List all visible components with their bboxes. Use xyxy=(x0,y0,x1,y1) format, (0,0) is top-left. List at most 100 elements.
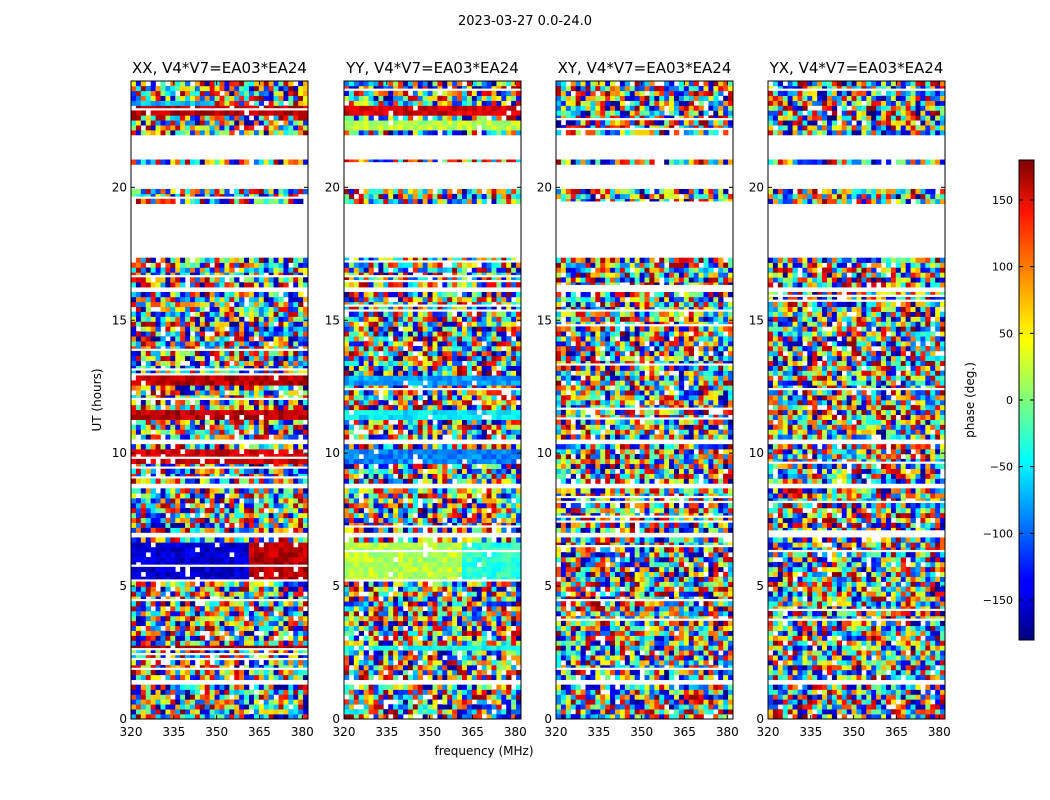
cell xyxy=(180,341,186,347)
cell xyxy=(131,100,137,106)
cell xyxy=(155,130,161,136)
cell xyxy=(466,547,473,550)
cell xyxy=(511,709,517,715)
cell xyxy=(298,463,304,467)
cell xyxy=(239,566,245,573)
cell xyxy=(140,350,147,357)
cell xyxy=(155,611,161,617)
cell xyxy=(190,473,196,477)
cell xyxy=(214,90,220,97)
cell xyxy=(140,370,147,374)
cell xyxy=(204,262,210,268)
cell xyxy=(373,566,379,573)
cell xyxy=(190,419,196,425)
cell xyxy=(239,370,245,374)
cell xyxy=(263,503,269,509)
cell xyxy=(358,709,364,715)
cell xyxy=(234,326,240,332)
cell xyxy=(190,581,196,587)
cell xyxy=(155,493,161,499)
cell xyxy=(288,620,294,627)
cell xyxy=(447,537,453,543)
cell xyxy=(160,552,166,558)
cell xyxy=(278,596,284,600)
cell xyxy=(249,400,255,406)
cell xyxy=(268,257,274,263)
cell xyxy=(268,292,274,298)
cell xyxy=(457,640,463,646)
cell xyxy=(214,650,220,653)
cell xyxy=(214,355,220,362)
cell xyxy=(204,512,210,519)
cell xyxy=(283,120,289,126)
cell xyxy=(298,669,304,676)
cell xyxy=(185,81,191,87)
cell xyxy=(348,507,355,514)
cell xyxy=(180,522,186,528)
cell xyxy=(180,517,186,523)
cell xyxy=(278,552,284,558)
cell xyxy=(199,444,206,450)
cell xyxy=(204,159,210,165)
cell xyxy=(165,350,171,357)
cell xyxy=(140,478,147,484)
cell xyxy=(263,429,269,435)
cell xyxy=(140,473,147,477)
cell xyxy=(140,120,147,126)
cell xyxy=(278,522,284,528)
cell xyxy=(219,257,225,263)
cell xyxy=(155,552,161,558)
cell xyxy=(160,85,166,92)
cell xyxy=(422,714,428,720)
cell xyxy=(155,522,161,528)
cell xyxy=(288,360,294,366)
cell xyxy=(224,527,230,533)
cell xyxy=(190,635,196,641)
cell xyxy=(288,198,294,204)
cell xyxy=(353,507,360,514)
cell xyxy=(229,277,235,283)
cell xyxy=(442,522,448,526)
cell xyxy=(447,709,453,715)
cell xyxy=(462,660,468,666)
cell xyxy=(283,512,289,519)
cell xyxy=(180,85,186,92)
cell xyxy=(224,615,230,622)
cell xyxy=(239,704,245,710)
cell xyxy=(135,542,142,548)
cell xyxy=(199,120,206,126)
cell xyxy=(437,714,443,720)
cell xyxy=(234,90,240,97)
cell xyxy=(219,674,225,681)
cell xyxy=(145,188,151,195)
cell xyxy=(150,90,156,97)
cell xyxy=(353,625,360,631)
cell xyxy=(229,566,235,573)
cell xyxy=(145,512,151,519)
cell xyxy=(229,400,235,406)
cell xyxy=(131,321,137,327)
cell xyxy=(288,650,294,653)
cell xyxy=(268,503,274,509)
cell xyxy=(180,635,186,641)
cell xyxy=(190,370,196,374)
cell xyxy=(140,665,147,668)
cell xyxy=(155,385,161,391)
cell xyxy=(249,645,255,649)
cell xyxy=(511,571,517,577)
cell xyxy=(278,527,284,533)
cell xyxy=(209,473,215,477)
cell xyxy=(155,360,161,366)
cell xyxy=(476,704,482,710)
cell xyxy=(283,400,289,406)
cell xyxy=(293,571,299,577)
cell xyxy=(165,527,171,533)
cell xyxy=(268,449,274,455)
cell xyxy=(135,409,142,416)
cell xyxy=(268,601,274,607)
cell xyxy=(388,561,394,568)
cell xyxy=(224,272,230,276)
cell xyxy=(263,473,269,477)
cell xyxy=(363,542,369,548)
cell xyxy=(224,503,230,509)
